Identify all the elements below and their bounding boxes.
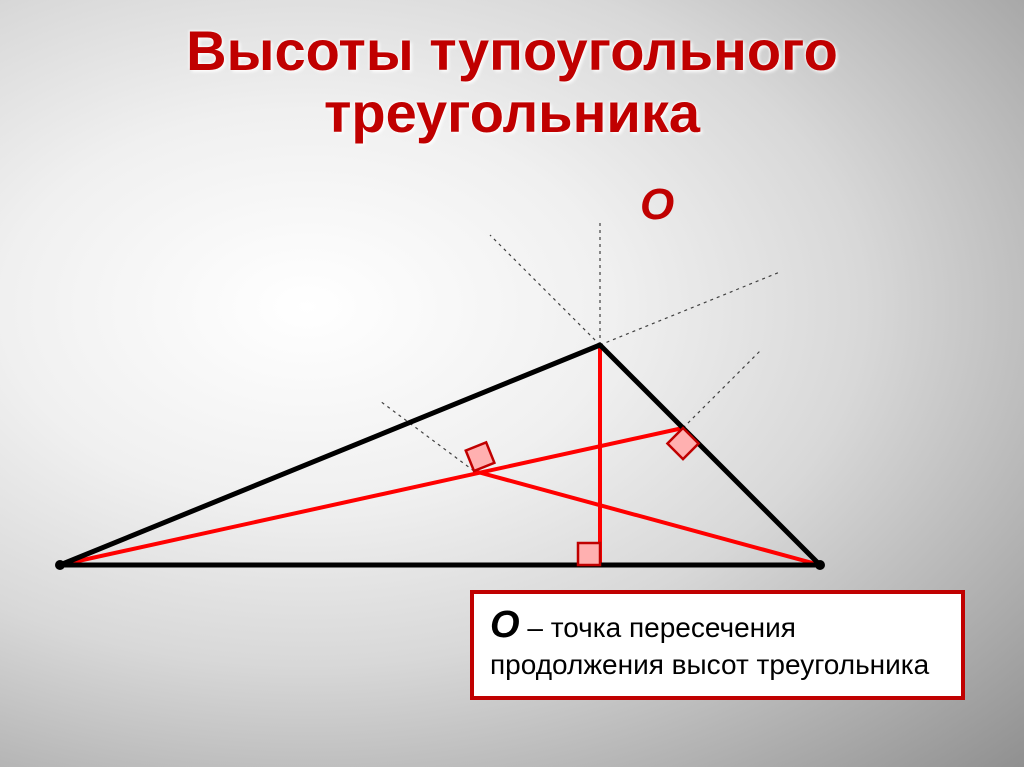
title-line-2: треугольника	[324, 81, 700, 144]
dashed-extension-altitude-a	[683, 351, 760, 428]
dashed-extension-ac	[600, 272, 780, 345]
right-angle-marker-b	[466, 442, 495, 471]
caption-dash: –	[520, 612, 551, 643]
altitude-from-b	[474, 471, 820, 565]
vertex-b-dot	[815, 560, 825, 570]
dashed-extension-altitude-b	[380, 401, 474, 471]
title-line-1: Высоты тупоугольного	[186, 19, 838, 82]
right-angle-marker-a	[667, 428, 698, 459]
caption-body: точка пересечения продолжения высот треу…	[490, 612, 929, 680]
caption-box: O – точка пересечения продолжения высот …	[470, 590, 965, 700]
right-angle-marker-c	[578, 543, 600, 565]
caption-o-letter: O	[490, 604, 520, 646]
slide-title: Высоты тупоугольного треугольника	[0, 20, 1024, 143]
vertex-a-dot	[55, 560, 65, 570]
dashed-extension-bc	[490, 235, 600, 345]
triangle-diagram	[0, 170, 1024, 590]
